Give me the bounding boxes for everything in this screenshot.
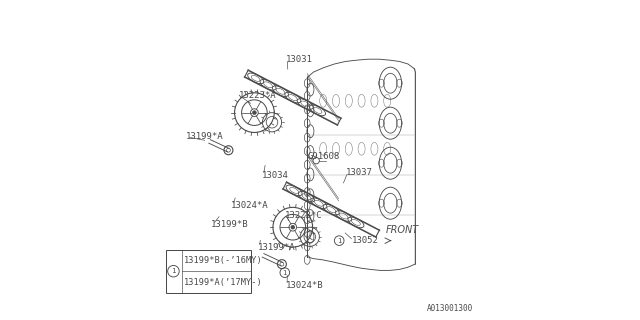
Text: 13037: 13037: [346, 168, 373, 177]
Text: 13034: 13034: [262, 171, 289, 180]
Text: 13024*A: 13024*A: [231, 201, 269, 210]
Circle shape: [291, 225, 294, 229]
Text: 13024*B: 13024*B: [285, 281, 323, 290]
Text: A013001300: A013001300: [428, 304, 474, 313]
Text: 1: 1: [282, 270, 287, 276]
Text: 13031: 13031: [285, 55, 312, 64]
Text: 1: 1: [171, 268, 176, 274]
Text: 13199*A: 13199*A: [258, 243, 295, 252]
Bar: [166, 250, 251, 293]
Circle shape: [252, 111, 256, 115]
Text: FRONT: FRONT: [386, 225, 419, 235]
Text: 13199*A(’17MY-): 13199*A(’17MY-): [184, 277, 262, 286]
Text: 13199*B(-’16MY): 13199*B(-’16MY): [184, 256, 262, 265]
Text: 13223*C: 13223*C: [285, 211, 323, 220]
Text: 1: 1: [337, 238, 342, 244]
Text: G91608: G91608: [307, 152, 339, 161]
Text: 13052: 13052: [352, 236, 379, 245]
Text: 13199*B: 13199*B: [211, 220, 249, 229]
Text: 13199*A: 13199*A: [186, 132, 223, 141]
Text: 13223*A: 13223*A: [239, 92, 276, 100]
